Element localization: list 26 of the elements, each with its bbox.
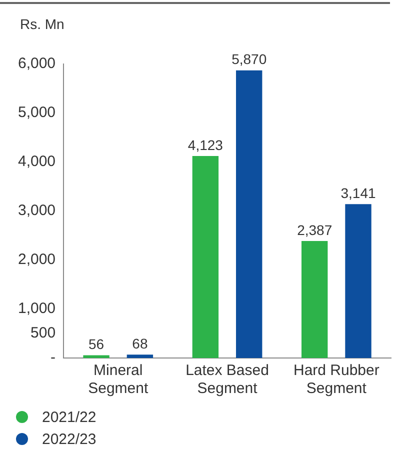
y-tick-label: - [50,349,56,366]
bar [192,156,219,358]
bar [301,241,328,358]
legend-label: 2021/22 [42,408,96,426]
x-tick-label: Hard Rubber Segment [293,362,380,398]
y-tick-label: 4,000 [18,153,56,170]
bar [126,354,154,358]
bar [236,70,262,358]
y-axis-title: Rs. Mn [20,16,64,32]
y-tick-label: 2,000 [18,251,56,268]
y-tick-label: 500 [30,324,56,342]
legend-label: 2022/23 [42,430,96,448]
data-label: 4,123 [188,136,224,153]
y-tick-label: 1,000 [18,300,56,318]
data-label: 5,870 [232,51,267,68]
y-tick-label: 3,000 [18,202,56,220]
x-tick-label: Mineral Segment [88,362,149,398]
bar [345,204,372,358]
data-label: 68 [132,336,148,352]
x-tick-label: Latex Based Segment [186,362,269,398]
data-label: 2,387 [297,222,332,238]
bar [83,355,110,358]
data-label: 56 [88,336,104,352]
y-tick-label: 5,000 [18,104,56,122]
data-label: 3,141 [340,184,376,201]
y-tick-label: 6,000 [18,55,56,72]
